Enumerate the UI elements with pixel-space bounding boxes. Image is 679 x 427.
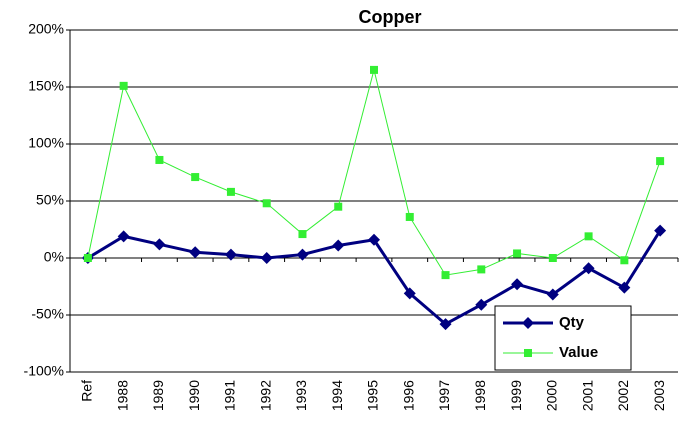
data-point xyxy=(656,157,665,166)
data-point xyxy=(298,230,307,239)
data-point xyxy=(477,265,486,274)
data-point xyxy=(224,248,237,261)
x-tick-label: 1991 xyxy=(222,380,238,411)
x-tick-label: 2001 xyxy=(579,380,595,411)
data-point xyxy=(153,238,166,251)
data-point xyxy=(405,212,414,221)
data-point xyxy=(511,278,524,291)
data-point xyxy=(260,252,273,264)
legend-label: Value xyxy=(559,344,598,361)
data-point xyxy=(513,249,522,258)
chart-title: Copper xyxy=(359,7,422,27)
x-tick-label: 2002 xyxy=(615,380,631,411)
y-tick-label: -100% xyxy=(24,363,64,379)
x-tick-label: 1992 xyxy=(257,380,273,411)
data-point xyxy=(582,262,595,275)
x-tick-label: 2000 xyxy=(544,380,560,411)
data-point xyxy=(189,246,202,259)
data-point xyxy=(119,81,128,90)
data-point xyxy=(334,202,343,211)
x-tick-label: 1997 xyxy=(436,380,452,411)
data-point xyxy=(226,187,235,196)
x-tick-label: 1996 xyxy=(400,380,416,411)
legend-box xyxy=(494,305,632,371)
y-tick-label: 50% xyxy=(36,192,64,208)
legend-marker xyxy=(524,349,532,357)
data-point xyxy=(83,254,92,262)
data-point xyxy=(548,254,557,262)
x-tick-label: 1988 xyxy=(114,380,130,411)
y-tick-label: -50% xyxy=(31,306,64,322)
x-tick-label: 1990 xyxy=(186,380,202,411)
data-point xyxy=(403,287,416,300)
data-point xyxy=(584,232,593,241)
x-tick-label: 1989 xyxy=(150,380,166,411)
x-tick-label: 2003 xyxy=(651,380,667,411)
y-tick-label: 0% xyxy=(44,249,64,265)
legend-label: Qty xyxy=(559,314,585,331)
data-point xyxy=(191,173,200,182)
data-point xyxy=(439,318,452,331)
data-point xyxy=(155,155,164,164)
y-tick-label: 200% xyxy=(28,21,64,37)
x-tick-label: Ref xyxy=(79,380,95,402)
data-point xyxy=(370,65,378,74)
data-point xyxy=(618,281,631,294)
data-point xyxy=(262,199,271,208)
data-point xyxy=(332,239,345,252)
x-tick-label: 1993 xyxy=(293,380,309,411)
data-point xyxy=(117,230,130,243)
data-point xyxy=(620,256,629,265)
x-tick-label: 1995 xyxy=(365,380,381,411)
data-point xyxy=(368,233,380,246)
x-tick-label: 1998 xyxy=(472,380,488,411)
data-point xyxy=(546,288,559,301)
legend-marker xyxy=(522,317,534,329)
data-point xyxy=(441,271,450,280)
data-point xyxy=(475,298,488,311)
data-point xyxy=(296,248,309,261)
data-point xyxy=(654,224,667,237)
y-tick-label: 100% xyxy=(28,135,64,151)
x-tick-label: 1994 xyxy=(329,380,345,411)
y-tick-label: 150% xyxy=(28,78,64,94)
x-tick-label: 1999 xyxy=(508,380,524,411)
